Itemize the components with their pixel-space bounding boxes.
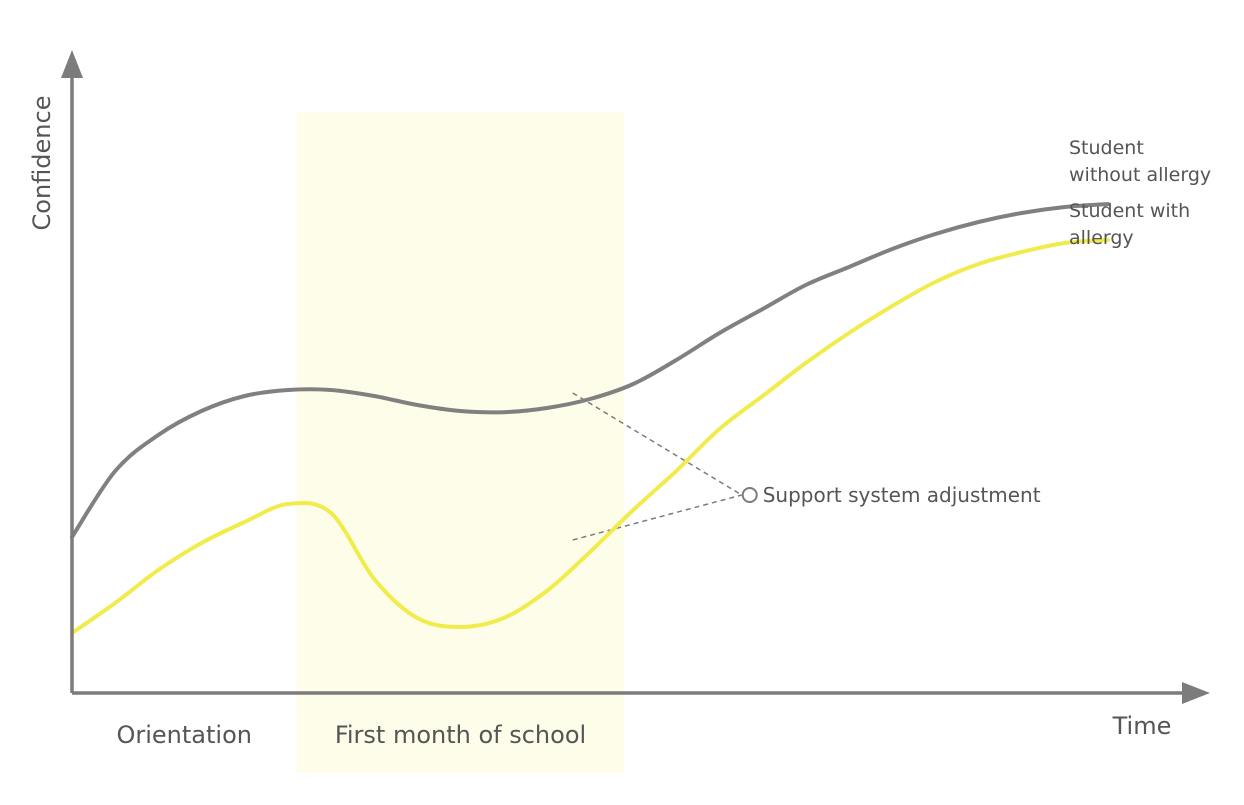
phase-bands (296, 112, 625, 773)
annotation-marker (741, 487, 758, 503)
series-label-student-with-allergy: Student with allergy (1069, 200, 1190, 249)
x-axis-label: Time (1112, 712, 1172, 740)
y-axis-arrowhead (61, 50, 83, 78)
phase-labels: Orientation First month of school (116, 721, 586, 749)
annotation-label: Support system adjustment (763, 483, 1041, 507)
annotation-leaders (572, 392, 743, 541)
x-axis-arrowhead (1182, 682, 1210, 704)
phase-label-orientation: Orientation (116, 721, 252, 749)
phase-band-first-month-of-school (296, 112, 625, 773)
annotations: Support system adjustment (741, 483, 1041, 507)
phase-label-first-month-of-school: First month of school (335, 721, 586, 749)
annotation-leader-2 (572, 494, 742, 541)
series-label-student-without-allergy: Student without allergy (1069, 137, 1211, 186)
series-line-student-with-allergy (70, 238, 1110, 635)
series-line-student-without-allergy (70, 202, 1110, 539)
axes (61, 50, 1210, 704)
annotation-leader-1 (572, 392, 743, 496)
y-axis-label: Confidence (28, 96, 56, 231)
series-lines (70, 202, 1110, 635)
series-labels: Student without allergy Student with allerg… (1069, 137, 1211, 249)
